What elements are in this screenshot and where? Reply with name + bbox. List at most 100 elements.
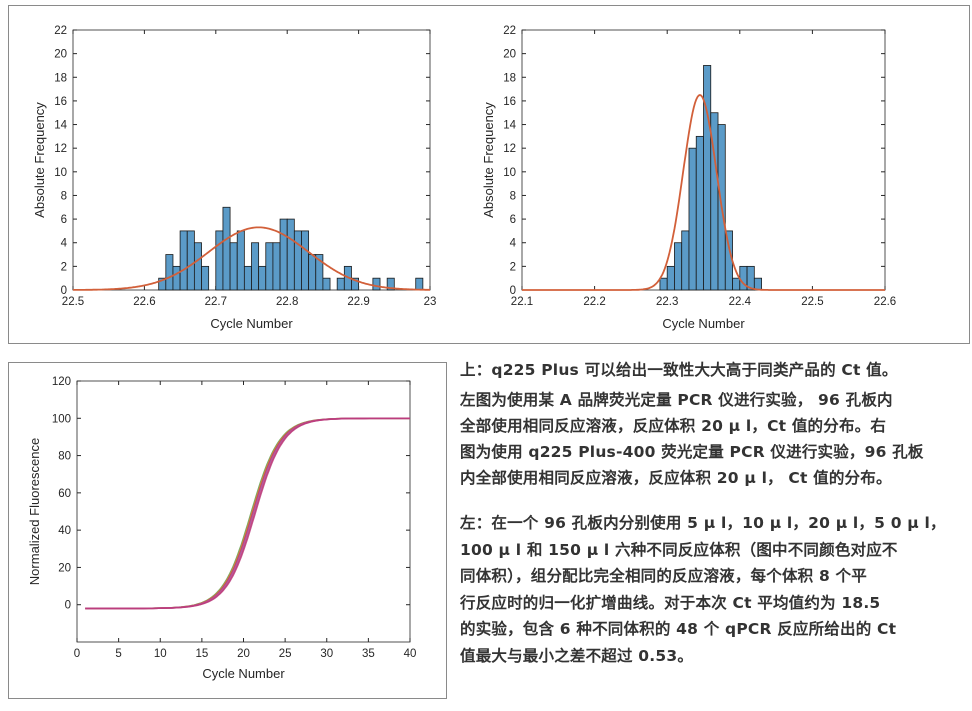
y-axis-label: Normalized Fluorescence — [27, 438, 42, 585]
x-tick-label: 22.5 — [62, 296, 84, 308]
normal-fit-curve — [73, 226, 430, 291]
caption-line: 左图为使用某 A 品牌荧光定量 PCR 仪进行实验， 96 孔板内 — [460, 391, 893, 409]
histogram-bar — [172, 265, 181, 291]
y-tick-label: 0 — [510, 285, 516, 297]
caption-line: 上：q225 Plus 可以给出一致性大大高于同类产品的 Ct 值。 — [460, 361, 898, 379]
y-tick-label: 12 — [503, 143, 516, 155]
plot-area — [72, 29, 431, 291]
x-tick-label: 22.8 — [276, 296, 298, 308]
x-tick-label: 15 — [195, 648, 208, 660]
histogram-bar — [215, 230, 224, 291]
y-tick-label: 20 — [58, 562, 71, 574]
y-tick-label: 18 — [503, 72, 516, 84]
x-tick-label: 22.3 — [656, 296, 678, 308]
x-tick-label: 10 — [154, 648, 167, 660]
y-axis-label: Absolute Frequency — [481, 102, 496, 218]
x-tick-label: 0 — [74, 648, 80, 660]
y-tick-label: 4 — [510, 238, 517, 250]
caption-line: 图为使用 q225 Plus-400 荧光定量 PCR 仪进行实验，96 孔板 — [460, 443, 924, 461]
histogram-bar — [286, 218, 295, 291]
y-tick-label: 0 — [65, 600, 71, 612]
y-tick-label: 60 — [58, 488, 71, 500]
histogram-bar — [386, 277, 395, 291]
histogram-bar — [222, 206, 231, 291]
x-tick-label: 25 — [279, 648, 292, 660]
y-tick-label: 12 — [54, 143, 67, 155]
histogram-bar — [688, 147, 697, 291]
y-tick-label: 40 — [58, 525, 71, 537]
histogram-bar — [258, 265, 267, 291]
histogram-bar — [681, 230, 690, 291]
histogram-bar — [308, 254, 317, 291]
x-axis-label: Cycle Number — [662, 316, 745, 331]
x-tick-label: 30 — [320, 648, 333, 660]
caption-top: 上：q225 Plus 可以给出一致性大大高于同类产品的 Ct 值。 左图为使用… — [460, 357, 924, 491]
caption-bottom: 左：在一个 96 孔板内分别使用 5 µ l，10 µ l，20 µ l，5 0… — [460, 510, 946, 669]
histogram-bar — [272, 242, 281, 291]
y-tick-label: 14 — [503, 120, 516, 132]
x-tick-label: 20 — [237, 648, 250, 660]
histogram-bar — [243, 265, 252, 291]
caption-line: 100 µ l 和 150 µ l 六种不同反应体积（图中不同颜色对应不 — [460, 540, 898, 559]
y-tick-label: 4 — [61, 238, 68, 250]
x-tick-label: 22.2 — [583, 296, 605, 308]
y-tick-label: 6 — [61, 214, 67, 226]
y-tick-label: 100 — [52, 413, 71, 425]
x-axis-label: Cycle Number — [210, 316, 293, 331]
x-tick-label: 22.9 — [347, 296, 369, 308]
y-tick-label: 16 — [54, 96, 67, 108]
histogram-bar — [193, 242, 202, 291]
y-tick-label: 120 — [52, 376, 71, 388]
normal-fit-curve — [522, 94, 885, 291]
histogram-bar — [695, 135, 704, 291]
y-tick-label: 22 — [54, 25, 67, 37]
caption-line: 行反应时的归一化扩增曲线。对于本次 Ct 平均值约为 18.5 — [460, 593, 881, 612]
y-tick-label: 2 — [510, 261, 516, 273]
caption-line: 全部使用相同反应溶液，反应体积 20 µ l，Ct 值的分布。右 — [460, 417, 887, 435]
histogram-bar — [753, 277, 762, 291]
histogram-bar — [372, 277, 381, 291]
x-tick-label: 40 — [404, 648, 417, 660]
x-tick-label: 22.7 — [205, 296, 227, 308]
histogram-bar — [315, 254, 324, 291]
histogram-bar — [279, 218, 288, 291]
caption-line: 左：在一个 96 孔板内分别使用 5 µ l，10 µ l，20 µ l，5 0… — [460, 514, 946, 532]
x-tick-label: 5 — [115, 648, 121, 660]
y-tick-label: 10 — [54, 167, 67, 179]
y-tick-label: 6 — [510, 214, 516, 226]
y-tick-label: 10 — [503, 167, 516, 179]
x-axis-label: Cycle Number — [202, 666, 285, 681]
histogram-bar — [703, 65, 712, 291]
y-tick-label: 8 — [510, 190, 516, 202]
x-tick-label: 22.5 — [801, 296, 823, 308]
x-tick-label: 22.1 — [511, 296, 533, 308]
caption-line: 同体积），组分配比完全相同的反应溶液，每个体积 8 个平 — [460, 567, 867, 585]
y-tick-label: 2 — [61, 261, 67, 273]
y-tick-label: 0 — [61, 285, 67, 297]
caption-line: 内全部使用相同反应溶液，反应体积 20 µ l， Ct 值的分布。 — [460, 469, 892, 487]
histogram-bar — [674, 242, 683, 291]
plot-area — [76, 380, 411, 643]
amplification-curve — [85, 417, 410, 610]
histogram-bar — [293, 230, 302, 291]
histogram-bar — [229, 242, 238, 291]
histogram-bar — [165, 254, 174, 291]
y-tick-label: 8 — [61, 190, 67, 202]
y-tick-label: 16 — [503, 96, 516, 108]
histogram-bar — [201, 265, 210, 291]
histogram-bar — [236, 230, 245, 291]
histogram-bar — [666, 265, 675, 291]
y-tick-label: 20 — [54, 49, 67, 61]
histogram-bar — [659, 277, 668, 291]
caption-line: 的实验，包含 6 种不同体积的 48 个 qPCR 反应所给出的 Ct — [460, 620, 897, 638]
histogram-bar — [301, 230, 310, 291]
histogram-bar — [351, 277, 359, 291]
histogram-bar — [179, 230, 188, 291]
x-tick-label: 22.4 — [729, 296, 752, 308]
y-axis-label: Absolute Frequency — [32, 102, 47, 218]
histogram-bar — [415, 277, 424, 291]
y-tick-label: 14 — [54, 120, 67, 132]
histogram-bar — [251, 242, 260, 291]
y-tick-label: 18 — [54, 72, 67, 84]
x-tick-label: 35 — [362, 648, 375, 660]
